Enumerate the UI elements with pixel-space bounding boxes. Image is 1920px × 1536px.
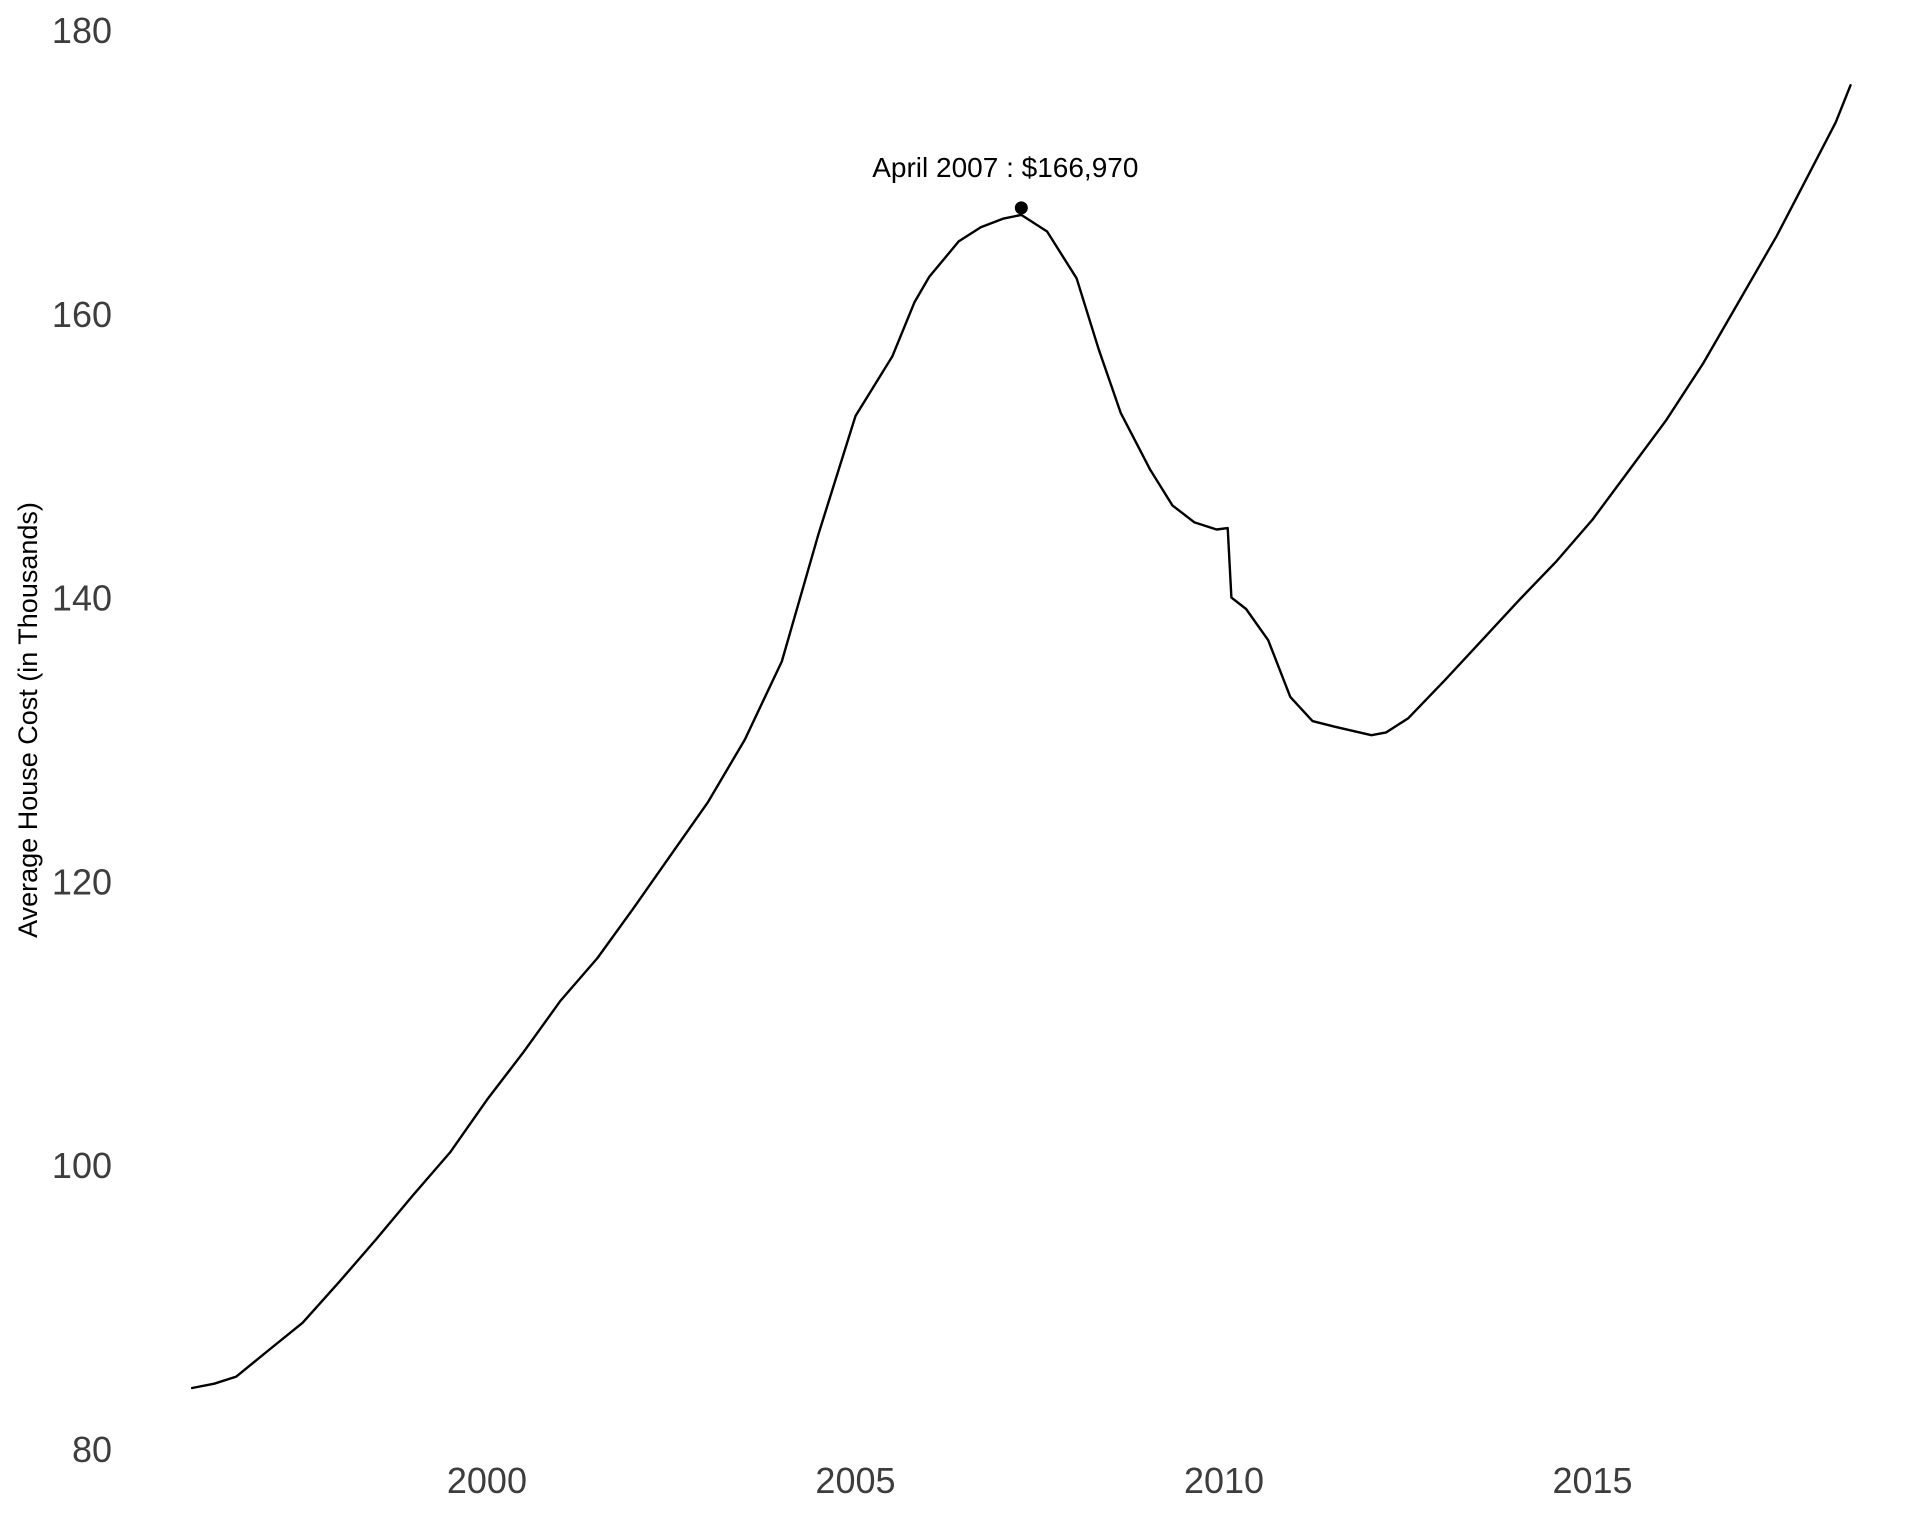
y-tick-label: 80 — [72, 1429, 112, 1470]
peak-point — [1014, 201, 1028, 215]
y-tick-label: 160 — [52, 294, 112, 335]
series-line — [190, 84, 1852, 1390]
y-axis-title: Average House Cost (in Thousands) — [13, 502, 43, 938]
x-tick-label: 2000 — [447, 1460, 527, 1501]
peak-annotation: April 2007 : $166,970 — [872, 152, 1138, 183]
x-axis-ticks: 2000 2005 2010 2015 — [447, 1460, 1633, 1501]
y-tick-label: 120 — [52, 861, 112, 902]
y-tick-label: 140 — [52, 578, 112, 619]
y-tick-label: 100 — [52, 1145, 112, 1186]
y-axis-ticks: 80 100 120 140 160 180 — [52, 10, 112, 1470]
x-tick-label: 2010 — [1184, 1460, 1264, 1501]
y-tick-label: 180 — [52, 10, 112, 51]
x-tick-label: 2005 — [815, 1460, 895, 1501]
x-tick-label: 2015 — [1552, 1460, 1632, 1501]
